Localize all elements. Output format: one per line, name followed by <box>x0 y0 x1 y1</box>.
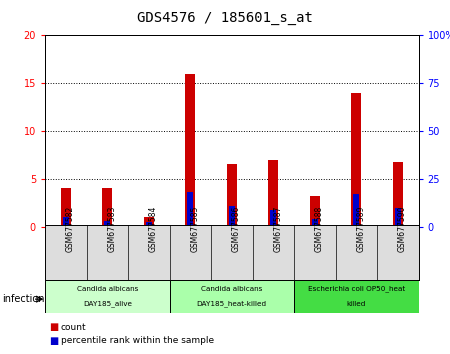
Text: Candida albicans: Candida albicans <box>76 286 138 292</box>
Bar <box>395 209 401 227</box>
Bar <box>170 280 294 313</box>
Text: GSM677587: GSM677587 <box>273 206 282 252</box>
Text: DAY185_heat-killed: DAY185_heat-killed <box>197 301 267 307</box>
Bar <box>102 188 112 227</box>
Bar <box>353 194 360 227</box>
Text: Escherichia coli OP50_heat: Escherichia coli OP50_heat <box>308 286 405 292</box>
Bar <box>294 280 418 313</box>
Text: GSM677582: GSM677582 <box>66 206 75 252</box>
Bar <box>63 217 69 227</box>
Text: Candida albicans: Candida albicans <box>201 286 262 292</box>
Text: GSM677590: GSM677590 <box>398 206 407 252</box>
Bar <box>268 160 279 227</box>
Text: ■: ■ <box>50 336 59 346</box>
Text: GSM677584: GSM677584 <box>149 206 158 252</box>
Text: count: count <box>61 323 86 332</box>
Bar <box>351 93 361 227</box>
Text: GSM677586: GSM677586 <box>232 206 241 252</box>
Bar <box>187 192 194 227</box>
Text: ■: ■ <box>50 322 59 332</box>
Bar <box>229 206 235 227</box>
Bar <box>270 210 276 227</box>
Text: GDS4576 / 185601_s_at: GDS4576 / 185601_s_at <box>137 11 313 25</box>
Bar <box>226 164 237 227</box>
Bar <box>104 221 110 227</box>
Text: GSM677588: GSM677588 <box>315 206 324 252</box>
Text: GSM677589: GSM677589 <box>356 206 365 252</box>
Text: GSM677583: GSM677583 <box>107 206 116 252</box>
Bar <box>185 74 195 227</box>
Bar <box>61 188 71 227</box>
Text: percentile rank within the sample: percentile rank within the sample <box>61 336 214 345</box>
Bar <box>312 219 318 227</box>
Text: DAY185_alive: DAY185_alive <box>83 301 132 307</box>
Bar <box>45 280 170 313</box>
Text: GSM677585: GSM677585 <box>190 206 199 252</box>
Bar <box>392 161 403 227</box>
Bar <box>146 222 152 227</box>
Bar <box>144 217 154 227</box>
Text: killed: killed <box>346 301 366 307</box>
Text: infection: infection <box>2 294 45 304</box>
Bar <box>310 196 320 227</box>
